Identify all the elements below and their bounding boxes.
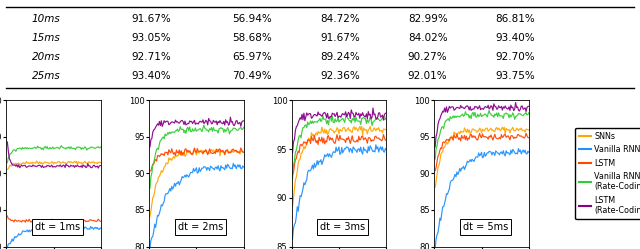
Text: dt = 5ms: dt = 5ms: [463, 222, 508, 232]
Text: 93.75%: 93.75%: [495, 71, 536, 81]
Text: 93.40%: 93.40%: [132, 71, 172, 81]
Text: 92.70%: 92.70%: [495, 52, 535, 62]
Text: 86.81%: 86.81%: [495, 14, 536, 24]
Text: 93.05%: 93.05%: [132, 33, 172, 43]
Text: dt = 1ms: dt = 1ms: [35, 222, 80, 232]
Text: 89.24%: 89.24%: [320, 52, 360, 62]
Text: 84.72%: 84.72%: [320, 14, 360, 24]
Text: 65.97%: 65.97%: [232, 52, 272, 62]
Text: 25ms: 25ms: [31, 71, 60, 81]
Text: 82.99%: 82.99%: [408, 14, 447, 24]
Text: 58.68%: 58.68%: [232, 33, 272, 43]
Text: 56.94%: 56.94%: [232, 14, 272, 24]
Legend: SNNs, Vanilla RNNs, LSTM, Vanilla RNNs
(Rate-Coding-inspired), LSTM
(Rate-Coding: SNNs, Vanilla RNNs, LSTM, Vanilla RNNs (…: [575, 128, 640, 219]
Text: 92.71%: 92.71%: [132, 52, 172, 62]
Text: 20ms: 20ms: [31, 52, 60, 62]
Text: 93.40%: 93.40%: [495, 33, 535, 43]
Text: 92.36%: 92.36%: [320, 71, 360, 81]
Text: 15ms: 15ms: [31, 33, 60, 43]
Text: dt = 2ms: dt = 2ms: [177, 222, 223, 232]
Text: 70.49%: 70.49%: [232, 71, 272, 81]
Text: 91.67%: 91.67%: [320, 33, 360, 43]
Text: 90.27%: 90.27%: [408, 52, 447, 62]
Text: 10ms: 10ms: [31, 14, 60, 24]
Text: 92.01%: 92.01%: [408, 71, 447, 81]
Text: 84.02%: 84.02%: [408, 33, 447, 43]
Text: dt = 3ms: dt = 3ms: [320, 222, 365, 232]
Text: 91.67%: 91.67%: [132, 14, 172, 24]
